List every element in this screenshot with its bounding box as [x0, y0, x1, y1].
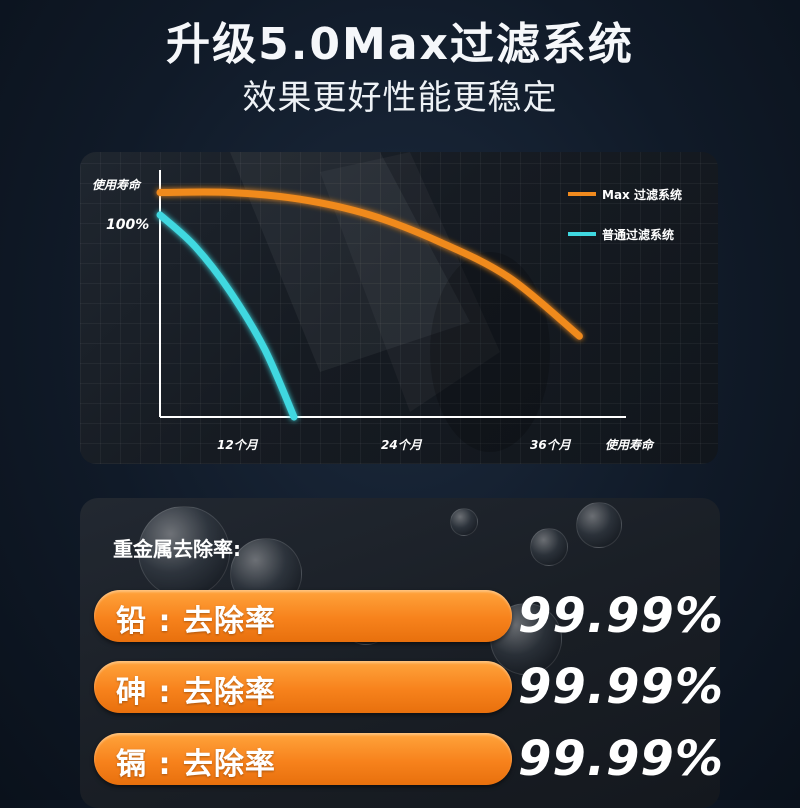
y-axis-label: 使用寿命	[92, 178, 142, 192]
rate-value: 99.99%	[518, 731, 724, 787]
legend-label-max: Max 过滤系统	[602, 187, 682, 202]
legend-label-normal: 普通过滤系统	[602, 227, 674, 242]
rate-row-lead: 铅 : 去除率 99.99%	[94, 588, 794, 646]
decor-filter-shape	[230, 152, 470, 372]
rate-value: 99.99%	[518, 659, 724, 715]
decor-shadow	[430, 252, 550, 452]
rate-label: 砷 : 去除率	[116, 675, 276, 710]
decor-bubble	[450, 508, 478, 536]
series-normal-line	[156, 211, 298, 421]
x-tick-label: 24个月	[381, 438, 423, 452]
chart-svg: 使用寿命 100% 12个月 24个月 36个月 使用寿命 Max 过滤系统 普…	[92, 152, 682, 452]
x-axis-label: 使用寿命	[605, 438, 655, 452]
rate-label: 铅 : 去除率	[116, 604, 276, 639]
page-title: 升级5.0Max过滤系统	[166, 19, 634, 70]
rates-title: 重金属去除率:	[113, 537, 241, 561]
y-tick-label: 100%	[106, 217, 149, 233]
rate-label: 镉 : 去除率	[116, 747, 276, 782]
rate-row-arsenic: 砷 : 去除率 99.99%	[94, 659, 794, 717]
rate-pill: 铅 : 去除率	[94, 590, 512, 642]
rate-value: 99.99%	[518, 588, 724, 644]
decor-bubble	[576, 502, 622, 548]
rate-pill: 砷 : 去除率	[94, 661, 512, 713]
lifespan-chart: 使用寿命 100% 12个月 24个月 36个月 使用寿命 Max 过滤系统 普…	[80, 152, 718, 464]
decor-bubble	[530, 528, 568, 566]
decor-bubble	[138, 506, 230, 598]
rate-pill: 镉 : 去除率	[94, 733, 512, 785]
x-tick-label: 36个月	[530, 438, 572, 452]
x-tick-label: 12个月	[217, 438, 259, 452]
page-subtitle: 效果更好性能更稳定	[242, 78, 558, 118]
rate-row-cadmium: 镉 : 去除率 99.99%	[94, 731, 794, 789]
series-max-line	[156, 188, 583, 340]
